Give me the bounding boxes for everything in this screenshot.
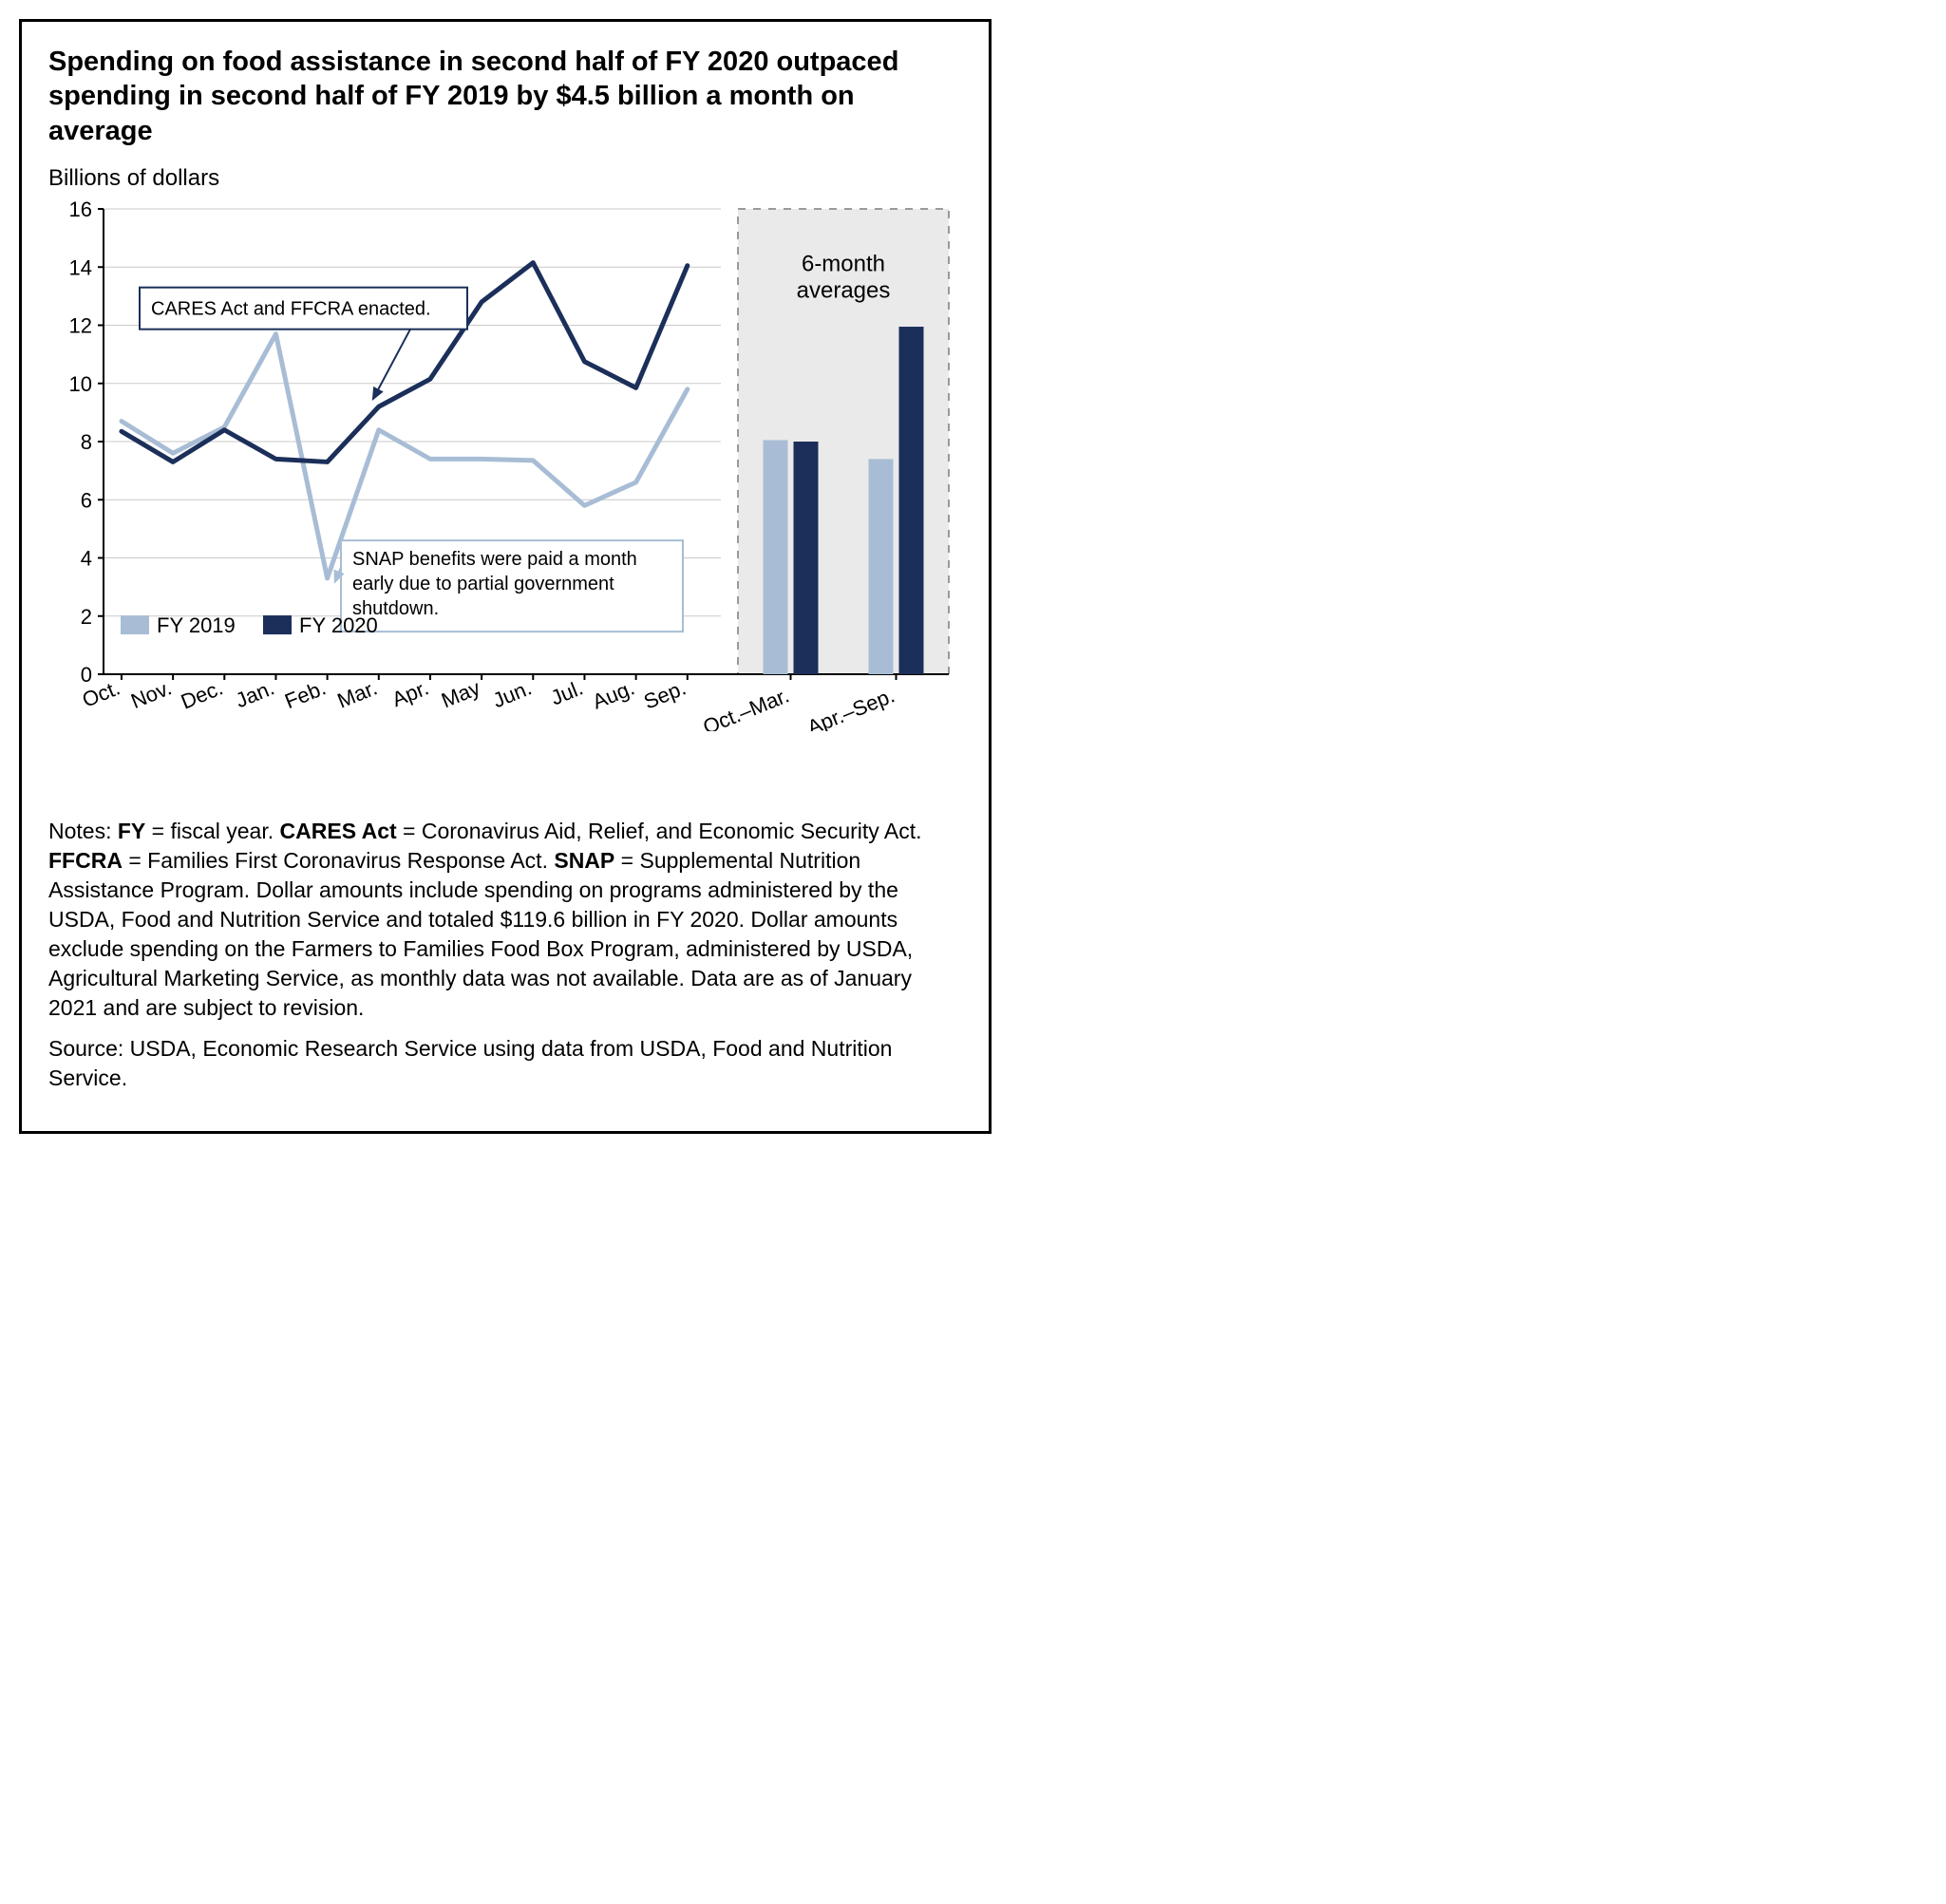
- y-tick-label: 4: [81, 546, 92, 570]
- source-text: Source: USDA, Economic Research Service …: [48, 1034, 962, 1093]
- x-tick-label: Sep.: [640, 675, 689, 713]
- notes-block: Notes: FY = fiscal year. CARES Act = Cor…: [48, 817, 962, 1093]
- y-tick-label: 6: [81, 488, 92, 512]
- annotation-cares-text: CARES Act and FFCRA enacted.: [151, 298, 431, 319]
- x-tick-label: Apr.: [388, 675, 432, 711]
- bar-x-label: Apr.–Sep.: [803, 683, 897, 731]
- legend-label-fy2020: FY 2020: [299, 613, 378, 637]
- y-axis-label: Billions of dollars: [48, 165, 962, 192]
- chart-container: Spending on food assistance in second ha…: [19, 19, 992, 1134]
- x-tick-label: Feb.: [281, 675, 329, 713]
- chart-title: Spending on food assistance in second ha…: [48, 45, 962, 148]
- bar-panel-label-1: 6-month: [802, 251, 885, 276]
- bar-fy2020: [794, 442, 819, 674]
- x-tick-label: Aug.: [589, 675, 637, 713]
- annotation-snap-text: SNAP benefits were paid a month: [352, 549, 637, 570]
- y-tick-label: 10: [69, 372, 92, 396]
- x-tick-label: Dec.: [178, 675, 226, 713]
- x-tick-label: Jun.: [489, 675, 535, 712]
- bar-fy2020: [899, 327, 924, 674]
- x-tick-label: Jan.: [232, 675, 277, 712]
- plot-area: 6-monthaverages0246810121416Oct.Nov.Dec.…: [56, 199, 962, 731]
- x-tick-label: Mar.: [334, 675, 381, 712]
- y-tick-label: 14: [69, 255, 92, 279]
- annotation-snap-text: early due to partial government: [352, 574, 614, 594]
- annotation-cares-arrow: [373, 329, 410, 399]
- x-tick-label: Jul.: [547, 675, 586, 709]
- bar-fy2019: [869, 459, 894, 674]
- y-tick-label: 12: [69, 313, 92, 337]
- bar-x-label: Oct.–Mar.: [700, 683, 793, 731]
- bar-panel-label-2: averages: [797, 277, 891, 303]
- y-tick-label: 8: [81, 430, 92, 454]
- legend-label-fy2019: FY 2019: [157, 613, 236, 637]
- y-tick-label: 16: [69, 199, 92, 221]
- legend-swatch-fy2020: [263, 615, 292, 634]
- x-tick-label: May: [438, 675, 483, 712]
- y-tick-label: 2: [81, 605, 92, 629]
- legend-swatch-fy2019: [121, 615, 149, 634]
- notes-text: Notes: FY = fiscal year. CARES Act = Cor…: [48, 817, 962, 1023]
- y-tick-label: 0: [81, 663, 92, 687]
- bar-fy2019: [764, 440, 788, 674]
- x-tick-label: Nov.: [127, 675, 175, 713]
- chart-svg: 6-monthaverages0246810121416Oct.Nov.Dec.…: [56, 199, 968, 731]
